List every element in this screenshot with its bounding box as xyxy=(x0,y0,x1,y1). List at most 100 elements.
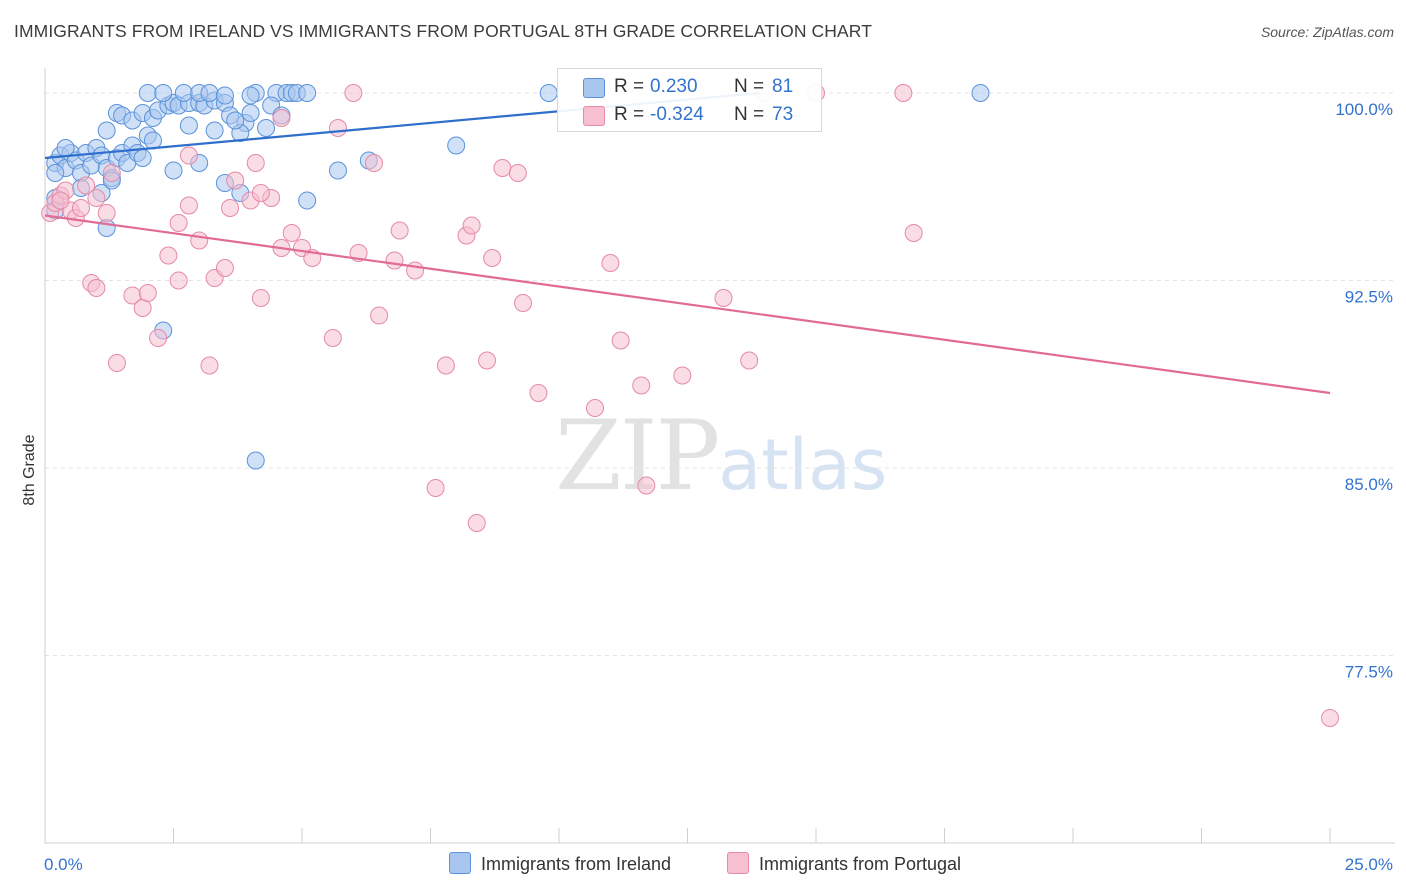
portugal-point xyxy=(251,184,270,202)
portugal-point xyxy=(190,231,209,250)
portugal-point xyxy=(200,356,219,375)
portugal-point xyxy=(385,251,404,270)
portugal-point xyxy=(138,284,157,302)
portugal-point xyxy=(246,154,265,172)
portugal-swatch xyxy=(583,106,605,126)
ireland-point xyxy=(241,104,260,122)
portugal-point xyxy=(426,479,445,497)
ireland-swatch xyxy=(583,78,605,98)
portugal-point xyxy=(514,294,533,312)
portugal-point xyxy=(51,191,70,210)
ireland-point xyxy=(246,451,265,470)
portugal-point xyxy=(169,214,188,232)
portugal-legend-label: Immigrants from Portugal xyxy=(759,854,962,874)
watermark-atlas: atlas xyxy=(718,424,888,506)
ireland-point xyxy=(143,131,162,150)
portugal-point xyxy=(436,356,455,375)
legend-row-portugal: R = -0.324 N = 73 xyxy=(558,100,821,128)
portugal-point xyxy=(904,224,923,242)
portugal-point xyxy=(344,84,363,102)
portugal-point xyxy=(71,199,90,217)
portugal-point xyxy=(133,299,152,317)
portugal-point xyxy=(323,329,342,347)
portugal-point xyxy=(894,84,913,102)
ireland-point xyxy=(215,86,234,105)
y-tick-label: 100.0% xyxy=(1335,100,1393,119)
bottom-legend-portugal: Immigrants from Portugal xyxy=(727,852,961,875)
portugal-point xyxy=(87,189,106,207)
ireland-point xyxy=(56,139,75,157)
portugal-point xyxy=(406,261,425,280)
portugal-point xyxy=(149,329,168,347)
y-tick-label: 92.5% xyxy=(1345,288,1393,307)
portugal-point xyxy=(282,224,301,242)
ireland-point xyxy=(179,116,198,135)
portugal-point xyxy=(364,154,383,172)
ireland-point xyxy=(447,136,466,155)
portugal-point xyxy=(462,216,481,235)
portugal-point xyxy=(632,376,651,395)
portugal-point xyxy=(159,246,178,265)
ireland-point xyxy=(257,119,276,137)
portugal-point xyxy=(87,279,106,297)
ireland-point xyxy=(241,86,260,105)
ireland-point xyxy=(138,84,157,102)
portugal-point xyxy=(107,354,126,372)
portugal-point xyxy=(467,514,486,532)
portugal-legend-swatch xyxy=(727,852,749,874)
bottom-legend-ireland: Immigrants from Ireland xyxy=(449,852,671,875)
ireland-point xyxy=(133,149,152,167)
y-tick-label: 77.5% xyxy=(1345,663,1393,682)
ireland-point xyxy=(154,84,173,102)
portugal-point xyxy=(226,171,245,190)
correlation-legend: R = 0.230 N = 81 R = -0.324 N = 73 xyxy=(557,68,822,132)
portugal-point xyxy=(508,164,527,182)
ireland-point xyxy=(298,191,317,210)
watermark-zip: ZIP xyxy=(555,400,720,512)
portugal-point xyxy=(390,221,409,240)
ireland-point xyxy=(226,111,245,130)
ireland-point xyxy=(46,164,65,182)
portugal-point xyxy=(493,159,512,177)
portugal-point xyxy=(215,259,234,277)
legend-n-label: N = xyxy=(734,76,765,97)
portugal-point xyxy=(483,249,502,267)
chart-source: Source: ZipAtlas.com xyxy=(1260,24,1394,40)
ireland-legend-label: Immigrants from Ireland xyxy=(481,854,672,874)
portugal-point xyxy=(478,351,497,370)
portugal-point xyxy=(601,254,620,272)
y-tick-label: 85.0% xyxy=(1345,475,1393,494)
legend-row-ireland: R = 0.230 N = 81 xyxy=(558,72,821,100)
portugal-point xyxy=(637,476,656,495)
portugal-point xyxy=(585,399,604,417)
portugal-point xyxy=(97,204,116,222)
ireland-point xyxy=(971,84,990,102)
ireland-point xyxy=(164,161,183,180)
ireland-point xyxy=(97,121,116,140)
portugal-point xyxy=(611,331,630,350)
legend-n-value-portugal: 73 xyxy=(772,104,794,125)
legend-n-label: N = xyxy=(734,104,765,125)
portugal-point xyxy=(251,289,270,307)
portugal-trend-line xyxy=(44,214,1331,395)
portugal-point xyxy=(714,289,733,307)
ireland-point xyxy=(205,121,224,140)
ireland-point xyxy=(97,219,116,237)
portugal-point xyxy=(328,119,347,137)
chart-title: IMMIGRANTS FROM IRELAND VS IMMIGRANTS FR… xyxy=(14,21,873,41)
ireland-point xyxy=(328,161,347,180)
portugal-point xyxy=(272,109,291,127)
x-tick-label-max: 25.0% xyxy=(1345,855,1393,874)
ireland-point xyxy=(174,84,193,102)
portugal-point xyxy=(179,196,198,215)
legend-r-label: R = xyxy=(614,76,645,97)
ireland-point xyxy=(200,84,219,102)
legend-r-value-ireland: 0.230 xyxy=(650,76,698,97)
x-tick-label-min: 0.0% xyxy=(44,855,83,874)
watermark: ZIPatlas xyxy=(555,400,887,512)
legend-r-label: R = xyxy=(614,104,645,125)
portugal-point xyxy=(102,164,121,182)
portugal-point xyxy=(169,271,188,290)
ireland-point xyxy=(298,84,317,102)
portugal-point xyxy=(673,366,692,385)
